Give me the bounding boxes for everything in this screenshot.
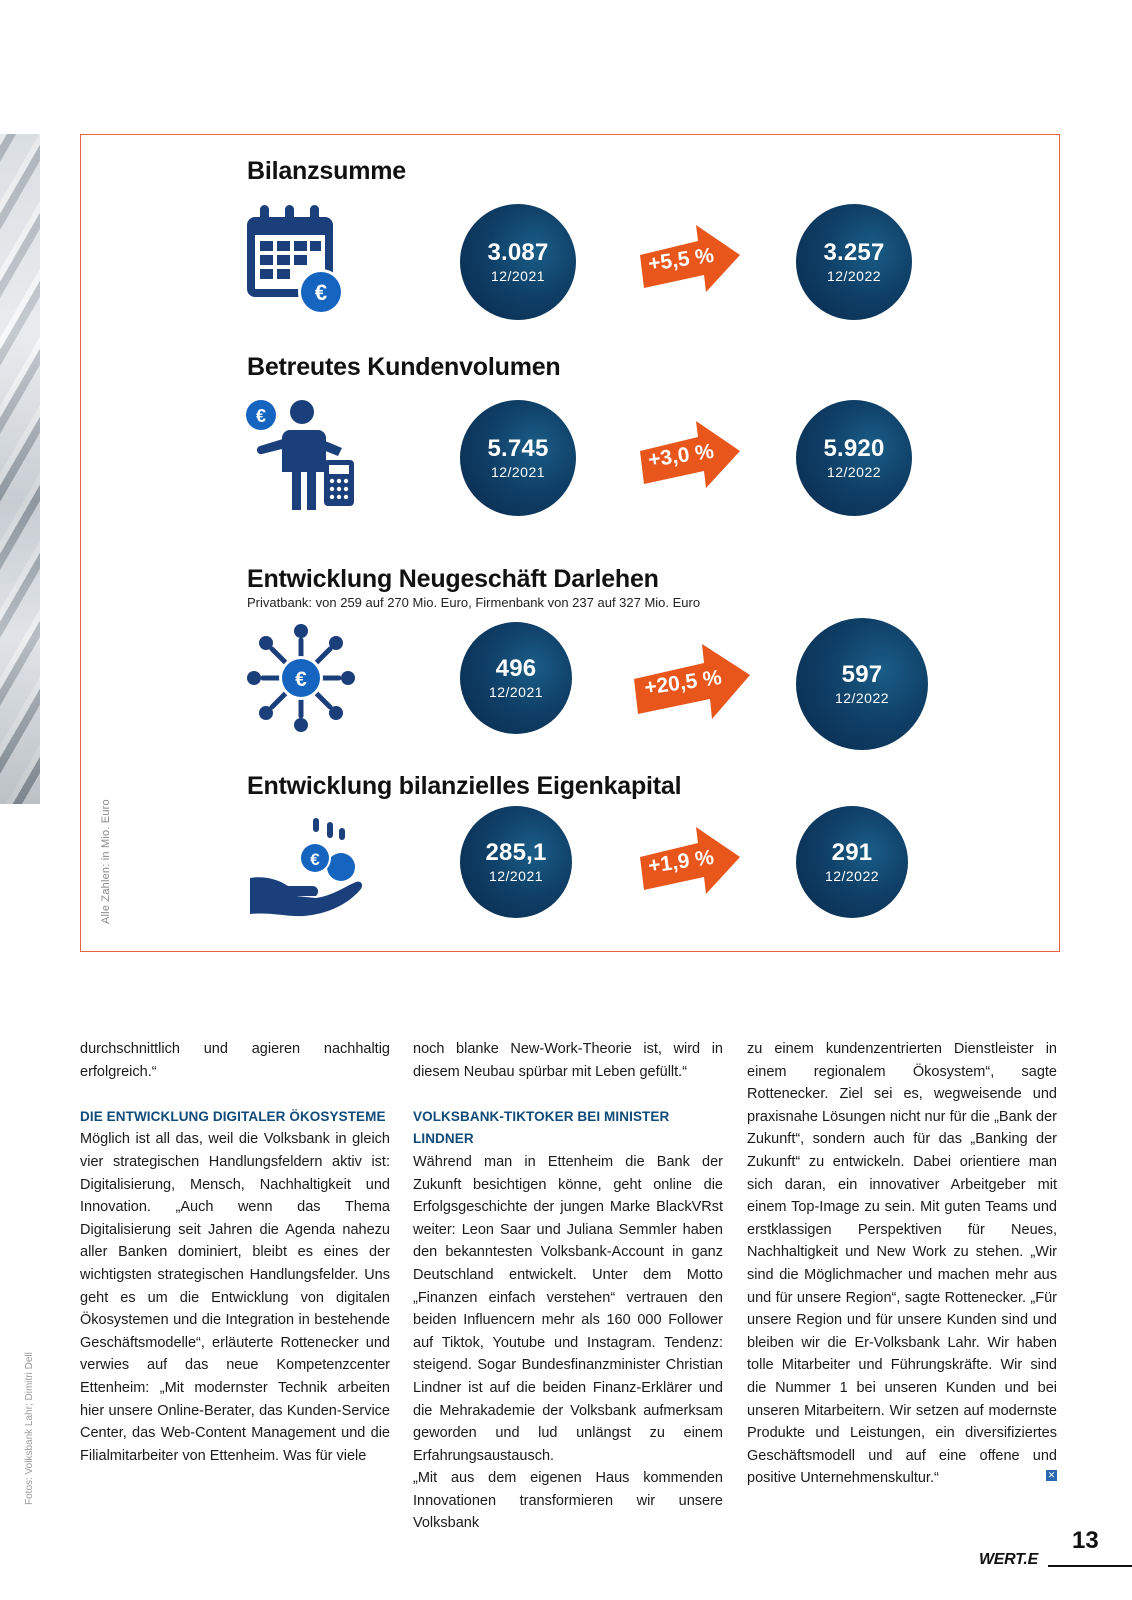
kpi-value-before: 496 xyxy=(495,655,537,682)
article-end-mark-icon: ✕ xyxy=(1046,1470,1057,1481)
kpi-circle-before: 3.087 12/2021 xyxy=(460,204,576,320)
kpi-date-after: 12/2022 xyxy=(826,464,882,480)
kpi-subtitle-neugeschaeft: Privatbank: von 259 auf 270 Mio. Euro, F… xyxy=(247,595,701,610)
kpi-title-eigenkapital: Entwicklung bilanzielles Eigenkapital xyxy=(247,772,682,800)
units-note: Alle Zahlen: in Mio. Euro xyxy=(100,799,112,924)
kpi-title-kundenvolumen: Betreutes Kundenvolumen xyxy=(247,353,561,381)
magazine-brand: WERT.E xyxy=(979,1551,1038,1568)
kpi-change-label: +20,5 % xyxy=(642,665,724,700)
kpi-change-arrow: +1,9 % xyxy=(638,824,742,898)
kpi-change-label: +5,5 % xyxy=(646,243,716,276)
paragraph: Möglich ist all das, weil die Volksbank … xyxy=(80,1131,390,1464)
kpi-value-after: 597 xyxy=(841,661,883,688)
side-photo-strip xyxy=(0,134,40,804)
euro-network-icon: € xyxy=(247,624,355,732)
kpi-circle-before: 5.745 12/2021 xyxy=(460,400,576,516)
kpi-date-before: 12/2021 xyxy=(488,684,544,700)
kpi-value-before: 285,1 xyxy=(485,839,547,866)
arrow-right-icon xyxy=(634,644,750,719)
kpi-change-arrow: +20,5 % xyxy=(632,641,752,723)
kpi-change-label: +3,0 % xyxy=(646,439,716,472)
kpi-title-neugeschaeft: Entwicklung Neugeschäft Darlehen xyxy=(247,565,659,593)
kpi-value-after: 3.257 xyxy=(823,239,885,266)
kpi-change-arrow: +3,0 % xyxy=(638,418,742,492)
subheading: VOLKSBANK-TIKTOKER BEI MINISTER LINDNER xyxy=(413,1108,670,1147)
kpi-date-after: 12/2022 xyxy=(824,868,880,884)
page-number: 13 xyxy=(1072,1527,1099,1554)
kpi-change-label: +1,9 % xyxy=(646,845,716,878)
kpi-circle-before: 285,1 12/2021 xyxy=(460,806,572,918)
kpi-value-after: 291 xyxy=(831,839,873,866)
kpi-date-before: 12/2021 xyxy=(490,268,546,284)
kpi-circle-after: 3.257 12/2022 xyxy=(796,204,912,320)
paragraph: „Mit aus dem eigenen Haus kommenden Inno… xyxy=(413,1470,723,1532)
kpi-infobox-frame xyxy=(80,134,1060,952)
svg-text:€: € xyxy=(310,850,320,869)
kpi-circle-after: 597 12/2022 xyxy=(796,618,928,750)
article-column-1: durchschnittlich und agieren nachhaltig … xyxy=(80,1038,390,1467)
paragraph: durchschnittlich und agieren nachhaltig … xyxy=(80,1041,390,1080)
arrow-right-icon xyxy=(640,421,740,488)
person-calculator-icon: € xyxy=(246,400,354,510)
kpi-date-before: 12/2021 xyxy=(488,868,544,884)
calendar-euro-icon: € xyxy=(247,205,344,315)
article-column-3: zu einem kundenzentrierten Dienstleister… xyxy=(747,1038,1057,1490)
photo-credit: Fotos: Volksbank Lahr; Dimitri Dell xyxy=(24,1352,35,1505)
kpi-value-before: 3.087 xyxy=(487,239,549,266)
svg-text:€: € xyxy=(315,280,327,305)
kpi-value-before: 5.745 xyxy=(487,435,549,462)
subheading: DIE ENTWICKLUNG DIGITALER ÖKOSYSTEME xyxy=(80,1108,386,1124)
arrow-right-icon xyxy=(640,827,740,894)
kpi-value-after: 5.920 xyxy=(823,435,885,462)
svg-text:€: € xyxy=(295,668,307,691)
paragraph: noch blanke New-Work-Theorie ist, wird i… xyxy=(413,1041,723,1080)
kpi-circle-after: 5.920 12/2022 xyxy=(796,400,912,516)
footer-rule xyxy=(1048,1565,1132,1567)
kpi-date-before: 12/2021 xyxy=(490,464,546,480)
kpi-circle-before: 496 12/2021 xyxy=(460,622,572,734)
article-column-2: noch blanke New-Work-Theorie ist, wird i… xyxy=(413,1038,723,1535)
kpi-circle-after: 291 12/2022 xyxy=(796,806,908,918)
arrow-right-icon xyxy=(640,225,740,292)
paragraph: zu einem kundenzentrierten Dienstleister… xyxy=(747,1041,1057,1487)
hand-coins-icon: € xyxy=(250,818,363,917)
kpi-change-arrow: +5,5 % xyxy=(638,222,742,296)
kpi-title-bilanzsumme: Bilanzsumme xyxy=(247,157,406,185)
paragraph: Während man in Ettenheim die Bank der Zu… xyxy=(413,1153,723,1464)
kpi-date-after: 12/2022 xyxy=(834,690,890,706)
svg-text:€: € xyxy=(256,406,266,426)
kpi-date-after: 12/2022 xyxy=(826,268,882,284)
